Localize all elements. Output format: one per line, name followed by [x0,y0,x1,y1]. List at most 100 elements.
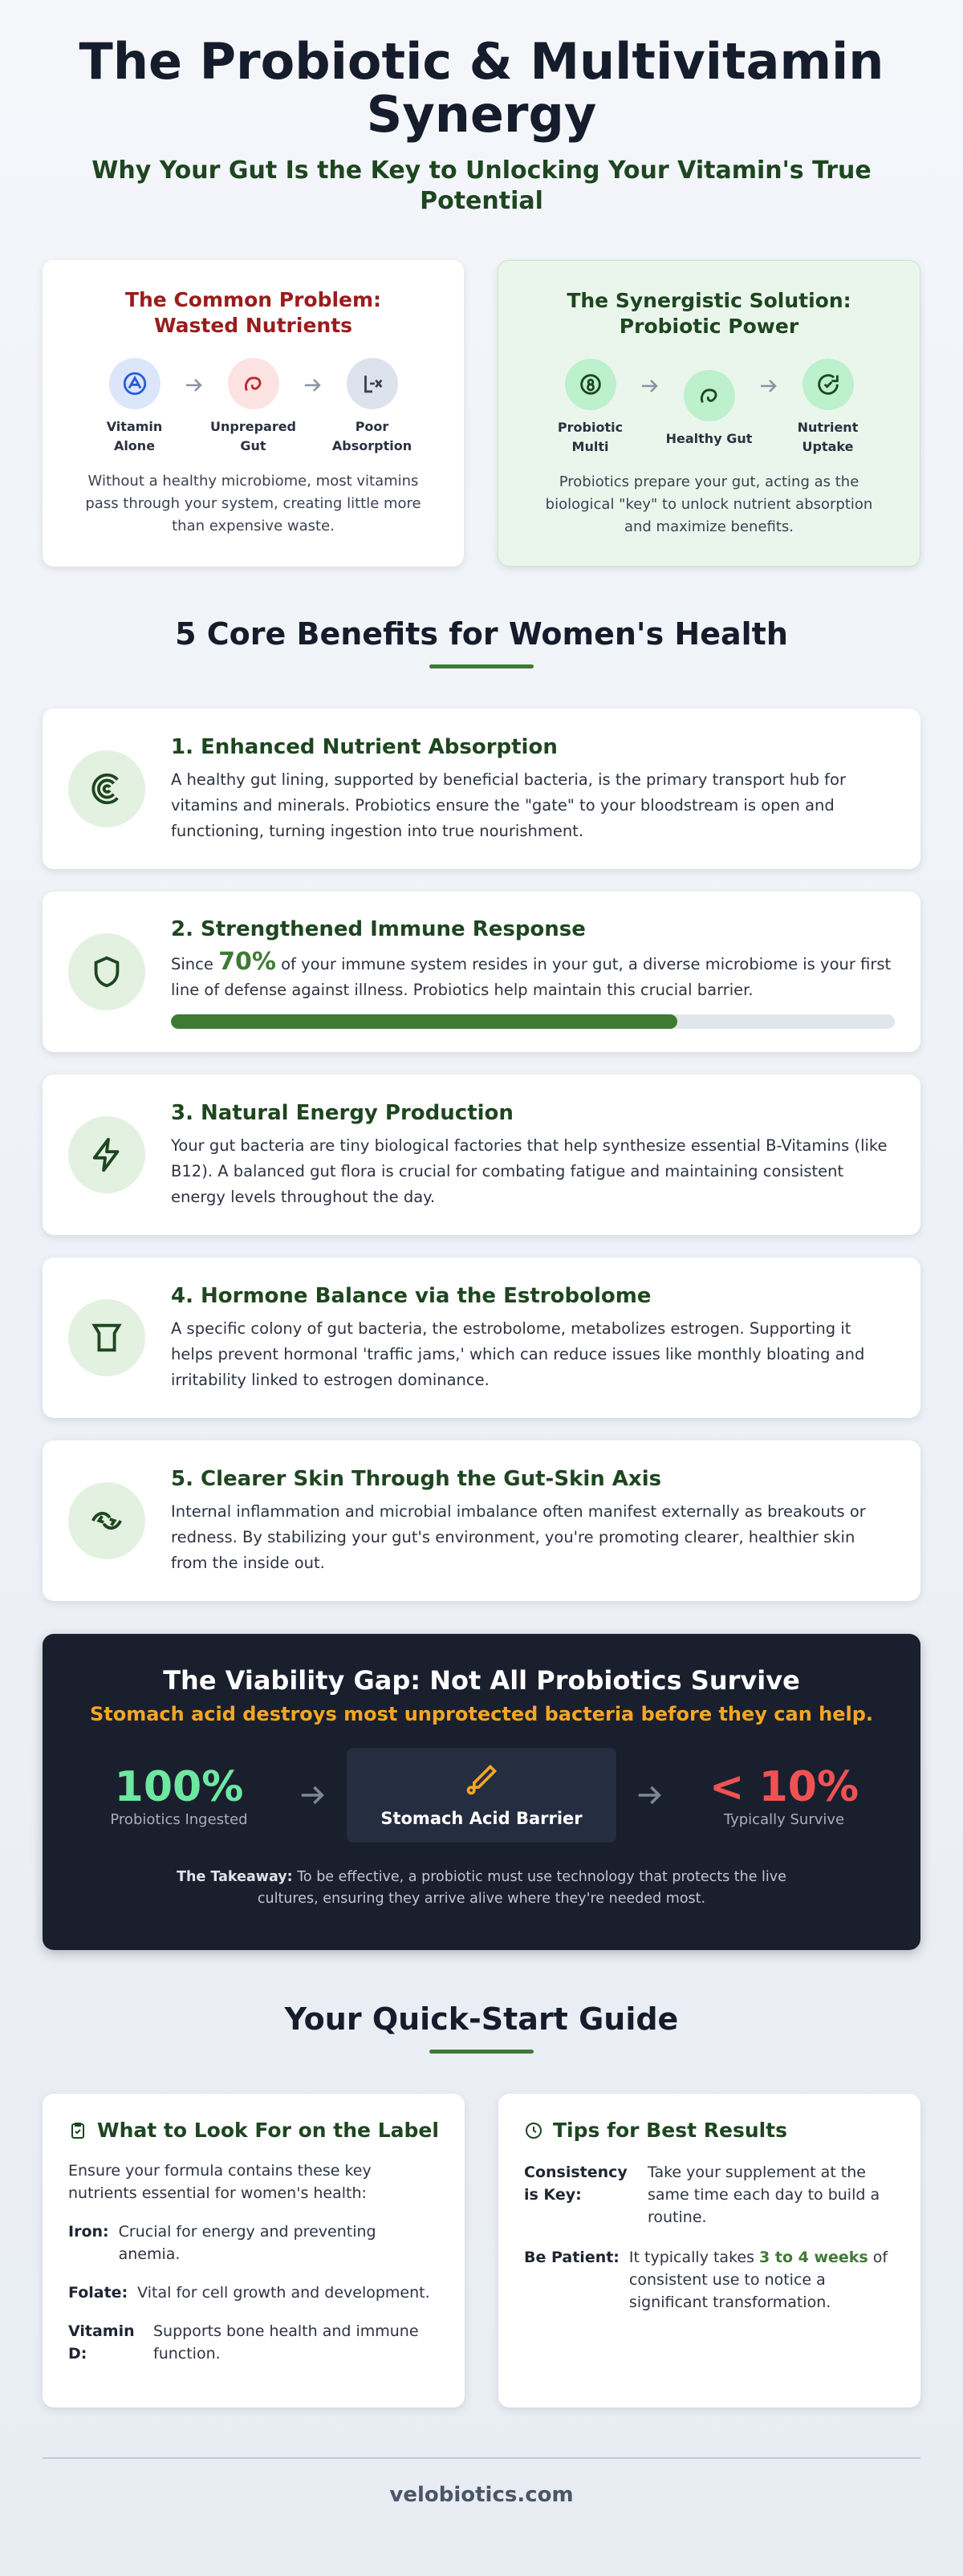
underline [429,2050,534,2054]
nutrient-item: Vitamin D: Supports bone health and immun… [68,2320,439,2365]
stat-figure: < 10% [709,1762,859,1811]
benefit-text: A specific colony of gut bacteria, the e… [171,1319,865,1389]
step-label: Vitamin Alone [106,419,163,453]
viability-row: 100% Probiotics Ingested Stomach Acid Bar… [43,1748,920,1843]
benefit-title: 3. Natural Energy Production [171,1101,514,1125]
card-title: What to Look For on the Label [97,2119,439,2142]
card-heading: Tips for Best Results [524,2118,895,2143]
icon [526,2123,542,2139]
problem-card: The Common Problem: Wasted Nutrients Vit… [43,260,464,567]
step: Probiotic Multi [542,359,639,457]
step: Nutrient Uptake [780,359,876,457]
viability-section: The Viability Gap: Not All Probiotics Su… [43,1634,920,1950]
icon [466,1764,498,1795]
benefit-title: 1. Enhanced Nutrient Absorption [171,735,558,759]
term: Consistency is Key: [524,2164,628,2204]
text: of your immune system resides in your gu… [171,954,892,999]
tips-card: Tips for Best Results Consistency is Key… [498,2094,920,2407]
takeaway: The Takeaway: To be effective, a probiot… [163,1867,800,1910]
benefit-text: Internal inflammation and microbial imba… [171,1502,866,1572]
icon [802,359,854,410]
benefit-card: 3. Natural Energy Production Your gut bac… [43,1075,920,1235]
nutrient-item: Iron: Crucial for energy and preventing a… [68,2220,439,2265]
tip-item: Consistency is Key: Take your supplement … [524,2161,895,2229]
label-card: What to Look For on the Label Ensure you… [43,2094,465,2407]
benefit-card: 2. Strengthened Immune Response Since 70%… [43,892,920,1052]
term: Folate: [68,2284,128,2302]
step: Healthy Gut [661,370,758,449]
card-title: The Common Problem: Wasted Nutrients [124,288,382,337]
step: Unprepared Gut [205,358,302,456]
benefit-text: Your gut bacteria are tiny biological fa… [171,1136,888,1206]
benefit-card: 4. Hormone Balance via the Estrobolome A … [43,1258,920,1418]
benefit-text: A healthy gut lining, supported by benef… [171,770,846,840]
progress-track [171,1014,895,1029]
section-subtitle: Stomach acid destroys most unprotected b… [89,1703,874,1725]
arrow [760,380,777,392]
icon [68,750,145,827]
term: Vitamin D: [68,2322,135,2363]
desc: Take your supplement at the same time ea… [648,2164,880,2226]
desc: It typically takes 3 to 4 weeks of consi… [629,2246,895,2314]
icon [68,1299,145,1376]
step-label: Poor Absorption [331,419,412,453]
footer-rule [43,2457,920,2459]
benefit-list: 1. Enhanced Nutrient Absorption A healthy… [43,709,920,1601]
card-heading: What to Look For on the Label [68,2118,439,2143]
title: The Probiotic & Multivitamin Synergy [79,32,884,144]
benefit-title: 2. Strengthened Immune Response [171,916,586,941]
step: Vitamin Alone [87,358,183,456]
card-text: Without a healthy microbiome, most vitam… [85,473,421,534]
footer: velobiotics.com [389,2483,574,2507]
text: of consistent use to notice a significan… [628,2249,888,2311]
desc: Vital for cell growth and development. [137,2284,430,2302]
benefit-card: 5. Clearer Skin Through the Gut-Skin Axi… [43,1440,920,1601]
highlight: 3 to 4 weeks [759,2249,868,2266]
solution-card: The Synergistic Solution: Probiotic Powe… [498,260,920,567]
term: Iron: [68,2223,109,2241]
icon [346,358,398,409]
icon [68,1116,145,1193]
barrier-box: Stomach Acid Barrier [347,1748,616,1843]
stat-block: 100% Probiotics Ingested [79,1763,279,1828]
term: Be Patient: [524,2249,620,2266]
icon [108,358,160,409]
text: It typically takes [628,2249,760,2266]
benefits-heading: 5 Core Benefits for Women's Health [43,615,920,668]
arrow [304,379,321,392]
step-label: Nutrient Uptake [797,420,859,454]
subtitle: Why Your Gut Is the Key to Unlocking You… [91,156,872,215]
section-title: Your Quick-Start Guide [284,2001,679,2037]
nutrient-item: Folate: Vital for cell growth and develop… [68,2281,439,2304]
takeaway-text: To be effective, a probiotic must use te… [257,1869,786,1907]
icon [564,359,616,410]
steps: Probiotic Multi Healthy Gut Nutrient Upt… [522,359,896,463]
section-title: 5 Core Benefits for Women's Health [175,616,788,652]
guide-heading: Your Quick-Start Guide [43,2000,920,2054]
stat-label: Typically Survive [723,1810,845,1828]
text: Since [171,954,219,973]
icon [683,370,735,421]
card-title: Tips for Best Results [553,2119,788,2142]
arrow [301,1786,324,1805]
benefit-card: 1. Enhanced Nutrient Absorption A healthy… [43,709,920,869]
step-label: Probiotic Multi [557,420,624,454]
intro: Ensure your formula contains these key n… [68,2162,372,2202]
underline [429,664,534,668]
benefit-title: 4. Hormone Balance via the Estrobolome [171,1284,652,1308]
card-title: The Synergistic Solution: Probiotic Powe… [567,289,851,338]
guide-cards: What to Look For on the Label Ensure you… [43,2094,920,2407]
icon [68,1482,145,1559]
tip-item: Be Patient: It typically takes 3 to 4 wee… [524,2246,895,2314]
arrow [638,1786,661,1805]
benefit-text: Since 70% of your immune system resides … [171,949,895,1003]
stat-block: < 10% Typically Survive [684,1763,884,1828]
desc: Crucial for energy and preventing anemia… [118,2223,376,2263]
card-text: Probiotics prepare your gut, acting as t… [545,473,873,535]
section-title: The Viability Gap: Not All Probiotics Su… [163,1665,800,1696]
benefit-title: 5. Clearer Skin Through the Gut-Skin Axi… [171,1467,662,1491]
arrow [185,379,202,392]
